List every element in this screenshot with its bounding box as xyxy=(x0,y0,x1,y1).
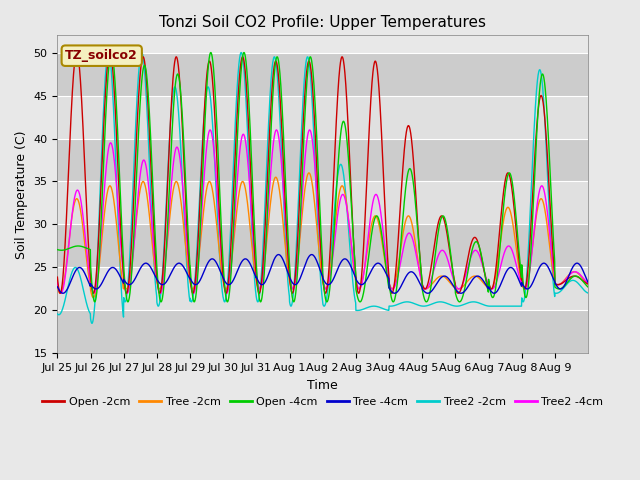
Bar xyxy=(58,96,588,139)
Bar xyxy=(58,267,588,311)
Bar xyxy=(58,139,588,181)
Bar xyxy=(58,52,588,96)
Bar xyxy=(58,225,588,267)
Title: Tonzi Soil CO2 Profile: Upper Temperatures: Tonzi Soil CO2 Profile: Upper Temperatur… xyxy=(159,15,486,30)
Y-axis label: Soil Temperature (C): Soil Temperature (C) xyxy=(15,130,28,259)
Text: TZ_soilco2: TZ_soilco2 xyxy=(65,49,138,62)
Bar xyxy=(58,181,588,225)
Bar xyxy=(58,311,588,353)
X-axis label: Time: Time xyxy=(307,379,338,392)
Legend: Open -2cm, Tree -2cm, Open -4cm, Tree -4cm, Tree2 -2cm, Tree2 -4cm: Open -2cm, Tree -2cm, Open -4cm, Tree -4… xyxy=(38,393,607,411)
